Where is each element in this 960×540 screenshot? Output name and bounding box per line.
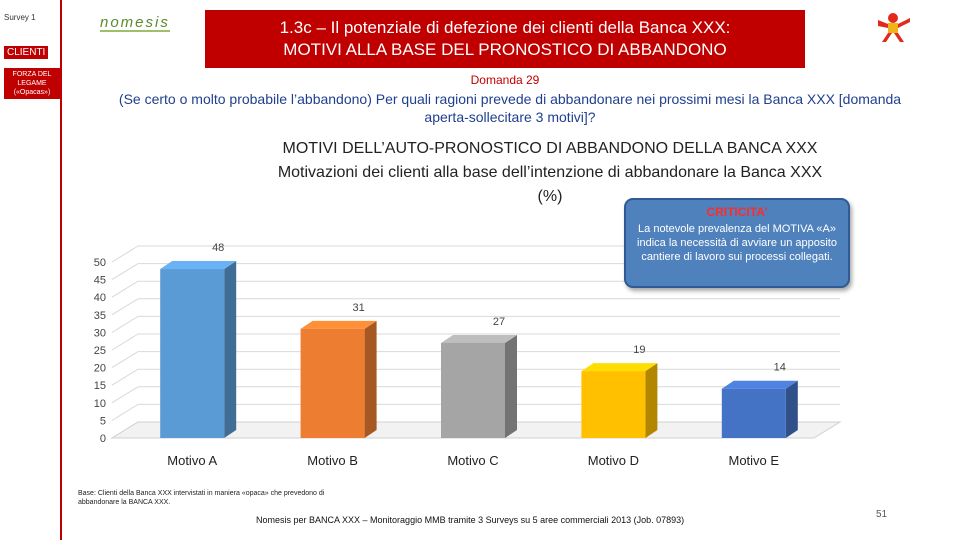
x-tick-label: Motivo E [729, 453, 780, 468]
callout-title: CRITICITA’ [706, 205, 768, 219]
gridline-diag [111, 245, 139, 263]
bar-top [300, 320, 377, 329]
title-line-1: 1.3c – Il potenziale di defezione dei cl… [279, 18, 731, 37]
y-tick-label: 10 [94, 398, 106, 410]
subsection-label: FORZA DEL LEGAME («Opacas») [4, 68, 60, 99]
data-label: 19 [633, 344, 645, 356]
y-tick-label: 50 [94, 257, 106, 269]
y-tick-label: 35 [94, 310, 106, 322]
data-label: 14 [774, 362, 786, 374]
bar-side [785, 380, 798, 438]
data-label: 31 [352, 302, 364, 314]
x-tick-label: Motivo C [447, 453, 498, 468]
bar [300, 328, 365, 438]
bar [441, 342, 505, 438]
y-tick-label: 0 [100, 433, 106, 445]
chart-title: MOTIVI DELL’AUTO-PRONOSTICO DI ABBANDONO… [200, 137, 900, 209]
data-label: 48 [212, 242, 224, 254]
y-tick-label: 25 [94, 345, 106, 357]
bar [581, 371, 646, 438]
mascot-icon [878, 13, 910, 42]
callout-text: La notevole prevalenza del MOTIVA «A» in… [637, 223, 837, 263]
gridline-diag [111, 351, 139, 369]
logo-underline [100, 30, 170, 32]
slide-title: 1.3c – Il potenziale di defezione dei cl… [205, 10, 805, 68]
title-line-2: MOTIVI ALLA BASE DEL PRONOSTICO DI ABBAN… [283, 40, 727, 59]
bar-side [505, 334, 517, 438]
sidebar: Survey 1 CLIENTI FORZA DEL LEGAME («Opac… [0, 0, 62, 540]
bar-side [224, 261, 237, 438]
bar [721, 388, 786, 438]
gridline-diag [111, 403, 139, 421]
x-tick-label: Motivo B [307, 453, 358, 468]
x-tick-label: Motivo A [167, 453, 217, 468]
chart-title-line-1: MOTIVI DELL’AUTO-PRONOSTICO DI ABBANDONO… [282, 140, 818, 157]
bar-top [160, 261, 237, 270]
y-tick-label: 30 [94, 327, 106, 339]
gridline-diag [111, 333, 139, 351]
criticita-callout: CRITICITA’ La notevole prevalenza del MO… [624, 198, 850, 288]
y-tick-label: 40 [94, 292, 106, 304]
footer-source: Nomesis per BANCA XXX – Monitoraggio MMB… [256, 515, 685, 525]
bar-top [441, 334, 517, 343]
chart-title-line-2: Motivazioni dei clienti alla base dell’i… [277, 164, 823, 181]
x-tick-label: Motivo D [588, 453, 639, 468]
gridline-diag [111, 368, 139, 386]
base-note: Base: Clienti della Banca XXX intervista… [78, 490, 325, 506]
gridline-diag [111, 280, 139, 298]
gridline-diag [111, 315, 139, 333]
nomesis-logo: nomesis [100, 14, 170, 31]
page-number: 51 [876, 509, 888, 520]
bar-top [581, 363, 658, 372]
gridline-diag [111, 263, 139, 281]
bar [160, 269, 225, 438]
section-label: CLIENTI [4, 46, 49, 59]
y-tick-label: 20 [94, 363, 106, 375]
bar-top [721, 380, 798, 389]
bar-chart: 0 5 10 15 20 25 30 35 40 45 50 48 Motivo A 31 Motivo B… [94, 242, 842, 468]
gridline-diag [111, 298, 139, 316]
data-label: 27 [493, 316, 505, 328]
survey-label: Survey 1 [4, 13, 36, 22]
question-text: (Se certo o molto probabile l’abbandono)… [118, 91, 902, 125]
y-tick-label: 15 [94, 380, 106, 392]
bar-side [645, 363, 658, 438]
bar-side [364, 320, 377, 438]
y-tick-label: 5 [100, 415, 106, 427]
gridline-diag [111, 386, 139, 404]
y-tick-label: 45 [94, 275, 106, 287]
chart-title-line-3: (%) [537, 188, 563, 205]
question-number: Domanda 29 [470, 73, 540, 87]
